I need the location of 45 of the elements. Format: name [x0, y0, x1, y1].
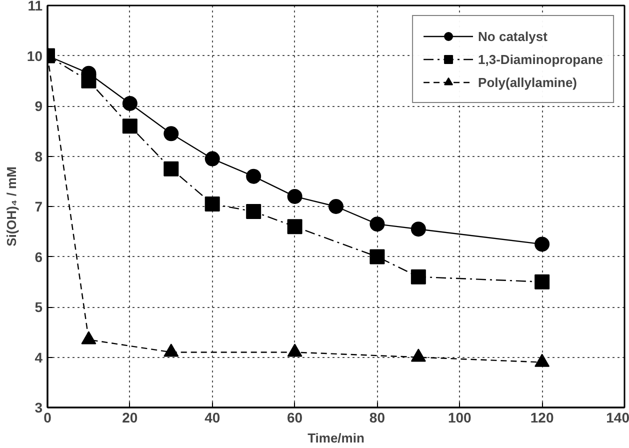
point — [122, 96, 138, 111]
x-tick-label: 20 — [122, 410, 138, 426]
y-axis-title: Si(OH)₄ / mM — [4, 166, 19, 246]
point — [287, 188, 302, 204]
point — [287, 344, 302, 357]
point — [410, 269, 426, 284]
point — [204, 196, 220, 212]
point — [246, 168, 262, 184]
point — [534, 354, 550, 367]
y-tick-label: 8 — [34, 148, 43, 164]
point — [246, 204, 262, 220]
y-tick-label: 10 — [26, 48, 43, 64]
legend-label: 1,3-Diaminopropane — [478, 52, 603, 66]
point — [204, 151, 220, 166]
legend-label: Poly(allylamine) — [478, 74, 578, 90]
y-tick-label: 11 — [28, 0, 43, 14]
y-tick-label: 4 — [34, 349, 43, 366]
y-tick-label: 9 — [34, 98, 43, 114]
point — [370, 216, 385, 232]
point — [534, 236, 550, 252]
point — [370, 249, 385, 264]
x-tick-label: 100 — [448, 410, 472, 426]
point — [164, 161, 179, 176]
point — [328, 199, 344, 214]
point — [164, 344, 179, 357]
legend-label: No catalyst — [478, 28, 548, 44]
point — [81, 331, 96, 344]
point — [81, 73, 96, 88]
point — [410, 348, 426, 362]
point — [410, 222, 426, 237]
y-tick-label: 7 — [34, 198, 43, 214]
point — [534, 274, 550, 290]
point — [164, 126, 179, 142]
point — [122, 118, 138, 134]
point — [287, 219, 302, 234]
x-tick-label: 0 — [44, 410, 52, 426]
x-tick-label: 80 — [369, 410, 386, 426]
y-tick-label: 6 — [34, 248, 43, 265]
x-tick-label: 140 — [606, 410, 629, 426]
y-tick-label: 5 — [34, 299, 43, 315]
x-tick-label: 120 — [530, 410, 554, 426]
x-axis-title: Time/min — [308, 430, 364, 446]
x-tick-label: 40 — [204, 410, 220, 426]
y-tick-label: 3 — [34, 400, 43, 416]
x-tick-label: 60 — [287, 410, 303, 426]
